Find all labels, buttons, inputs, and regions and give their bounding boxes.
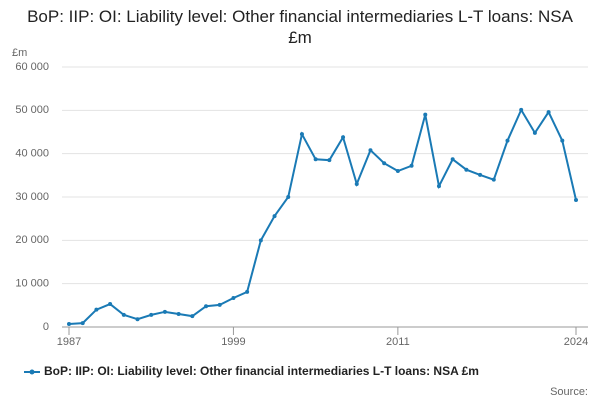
y-tick-label: 0 (43, 321, 49, 333)
point (519, 107, 524, 112)
point (313, 157, 318, 162)
point (162, 309, 167, 314)
point (464, 167, 469, 172)
point (532, 130, 537, 135)
x-tick-label: 2011 (386, 336, 410, 348)
y-tick-label: 60 000 (15, 61, 49, 73)
point (67, 321, 71, 326)
point (574, 198, 578, 203)
point (354, 182, 359, 186)
point (491, 177, 496, 182)
y-unit: £m (12, 47, 27, 59)
y-tick-label: 30 000 (15, 191, 49, 203)
point (217, 302, 222, 307)
point (258, 238, 263, 243)
point (382, 161, 387, 166)
point (299, 132, 304, 137)
chart-title: BoP: IIP: OI: Liability level: Other fin… (27, 7, 573, 47)
point (546, 110, 551, 115)
y-tick-label: 50 000 (15, 104, 49, 116)
point (327, 158, 332, 163)
point (478, 172, 483, 177)
line (68, 107, 577, 325)
point (108, 302, 113, 307)
x-tick-label: 2024 (564, 336, 588, 348)
point (176, 312, 181, 316)
point (149, 312, 154, 317)
legend-text: BoP: IIP: OI: Liability level: Other fin… (44, 364, 479, 378)
point (272, 214, 277, 219)
point (560, 138, 565, 143)
point (121, 312, 126, 317)
y-tick-label: 10 000 (15, 278, 49, 290)
x-tick-label: 1999 (221, 336, 245, 348)
point (368, 148, 373, 153)
point (231, 295, 236, 300)
legend-marker (29, 369, 35, 375)
y-tick-label: 20 000 (15, 234, 49, 246)
point (135, 317, 140, 322)
y-tick-label: 40 000 (15, 148, 49, 160)
point (94, 307, 99, 312)
point (190, 314, 195, 319)
point (286, 195, 291, 199)
point (423, 112, 428, 117)
point (409, 163, 414, 168)
point (80, 321, 85, 326)
point (395, 169, 400, 173)
point (436, 184, 441, 189)
source: Source: (550, 386, 588, 398)
point (450, 157, 455, 162)
legend-item: BoP: IIP: OI: Liability level: Other fin… (24, 364, 479, 378)
point (204, 304, 209, 309)
point (245, 289, 250, 294)
point (505, 138, 510, 143)
x-tick-label: 1987 (57, 336, 81, 348)
point (341, 135, 346, 140)
